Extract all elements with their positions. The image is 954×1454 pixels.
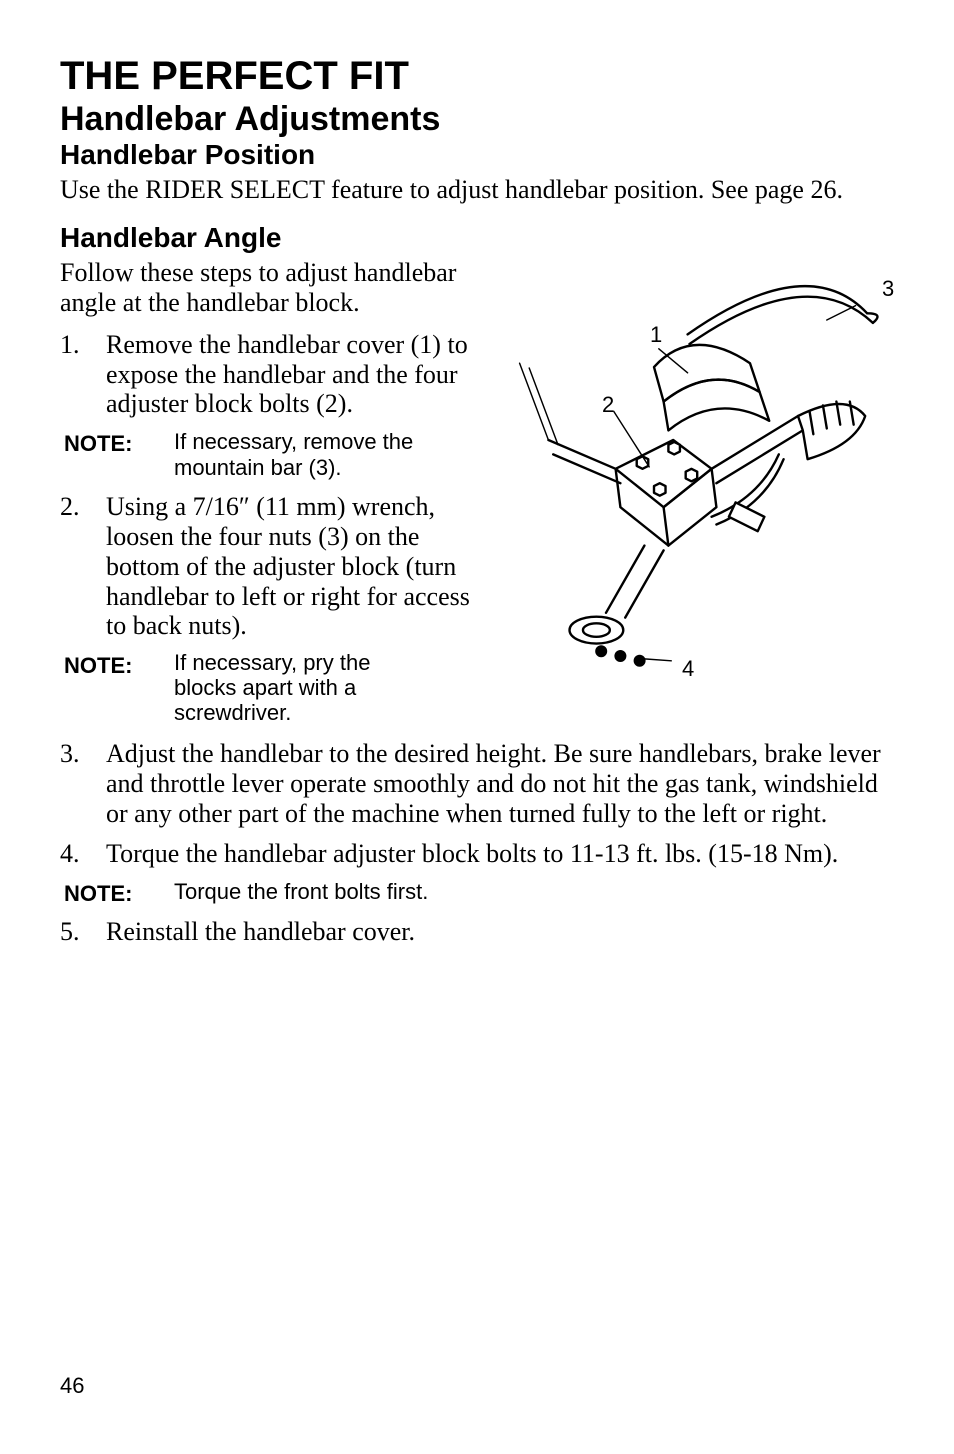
diagram-label-4: 4: [682, 656, 694, 682]
note-2: NOTE: If necessary, pry the blocks apart…: [64, 651, 490, 725]
section-handlebar-angle-heading: Handlebar Angle: [60, 223, 894, 254]
page-number: 46: [60, 1373, 84, 1399]
diagram-label-1: 1: [650, 322, 662, 348]
note-text: Torque the front bolts first.: [174, 879, 428, 907]
page-title: THE PERFECT FIT: [60, 55, 894, 97]
step-2: 2. Using a 7/16″ (11 mm) wrench, loosen …: [60, 492, 490, 641]
note-1: NOTE: If necessary, remove the mountain …: [64, 429, 490, 480]
step-4: 4. Torque the handlebar adjuster block b…: [60, 839, 894, 869]
note-3: NOTE: Torque the front bolts first.: [64, 879, 894, 907]
step-3: 3. Adjust the handlebar to the desired h…: [60, 739, 894, 829]
step-text: Torque the handlebar adjuster block bolt…: [106, 839, 838, 869]
note-text: If necessary, remove the mountain bar (3…: [174, 429, 490, 480]
step-5: 5. Reinstall the handlebar cover.: [60, 917, 894, 947]
step-text: Reinstall the handlebar cover.: [106, 917, 415, 947]
step-number: 1.: [60, 330, 106, 420]
step-1: 1. Remove the handlebar cover (1) to exp…: [60, 330, 490, 420]
page-subtitle: Handlebar Adjustments: [60, 101, 894, 138]
diagram-label-2: 2: [602, 392, 614, 418]
note-label: NOTE:: [64, 429, 174, 480]
step-text: Remove the handlebar cover (1) to expose…: [106, 330, 490, 420]
note-label: NOTE:: [64, 651, 174, 725]
note-label: NOTE:: [64, 879, 174, 907]
step-text: Using a 7/16″ (11 mm) wrench, loosen the…: [106, 492, 490, 641]
section-handlebar-angle-intro: Follow these steps to adjust handlebar a…: [60, 258, 490, 318]
step-number: 3.: [60, 739, 106, 829]
step-number: 5.: [60, 917, 106, 947]
step-number: 4.: [60, 839, 106, 869]
step-number: 2.: [60, 492, 106, 641]
note-text: If necessary, pry the blocks apart with …: [174, 651, 424, 725]
handlebar-diagram: 1 2 3 4: [510, 258, 894, 718]
section-handlebar-position-body: Use the RIDER SELECT feature to adjust h…: [60, 175, 894, 205]
diagram-label-3: 3: [882, 276, 894, 302]
step-text: Adjust the handlebar to the desired heig…: [106, 739, 894, 829]
section-handlebar-position-heading: Handlebar Position: [60, 140, 894, 171]
